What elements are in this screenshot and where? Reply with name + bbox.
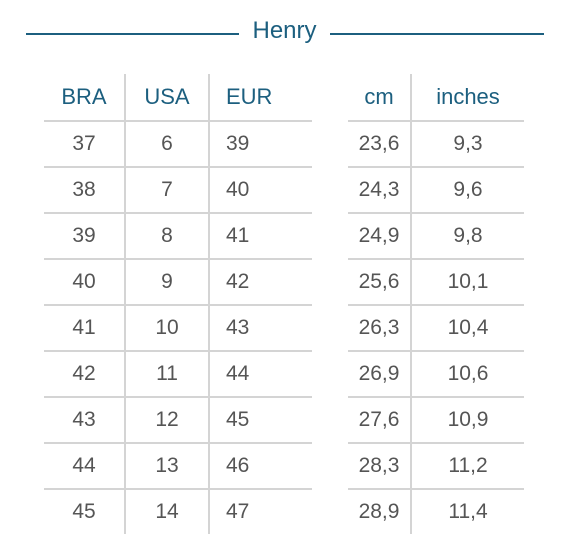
table-cell: 12: [124, 398, 208, 442]
table-row: 42 11 44: [44, 350, 312, 396]
table-cell: 27,6: [358, 408, 400, 431]
table-row: 44 13 46: [44, 442, 312, 488]
table-cell: 10,9: [410, 398, 524, 442]
table-cell: 9,3: [410, 122, 524, 166]
table-cell: 10,6: [410, 352, 524, 396]
table-cell: 39: [72, 224, 96, 247]
table-cell: 28,3: [358, 454, 400, 477]
table-cell: 45: [208, 398, 312, 442]
table-cell: 11,4: [410, 490, 524, 534]
table-row: 26,3 10,4: [348, 304, 524, 350]
table-row: 28,3 11,2: [348, 442, 524, 488]
table-row: 40 9 42: [44, 258, 312, 304]
table-cell: 46: [208, 444, 312, 488]
table-row: 41 10 43: [44, 304, 312, 350]
table-row: 25,6 10,1: [348, 258, 524, 304]
title-rule-right: [330, 33, 544, 35]
table-cell: 42: [72, 362, 96, 385]
table-row: 24,9 9,8: [348, 212, 524, 258]
table-cell: 24,9: [358, 224, 400, 247]
table-cell: 40: [208, 168, 312, 212]
page-title: Henry: [252, 17, 317, 44]
table-cell: 45: [72, 500, 96, 523]
table-cell: 41: [208, 214, 312, 258]
size-table-cm-inches: cm inches 23,6 9,3 24,3 9,6 24,9 9,8 25,6 10,1 2…: [348, 74, 524, 534]
table-cell: 28,9: [358, 500, 400, 523]
table-row: 37 6 39: [44, 120, 312, 166]
table-cell: 13: [124, 444, 208, 488]
table-cell: 38: [72, 178, 96, 201]
table-cell: 44: [72, 454, 96, 477]
table-row: 28,9 11,4: [348, 488, 524, 534]
table-cell: 43: [72, 408, 96, 431]
table-cell: 26,3: [358, 316, 400, 339]
table-row: 39 8 41: [44, 212, 312, 258]
table-cell: 23,6: [358, 132, 400, 155]
header-bra: BRA: [61, 84, 107, 109]
header-inches: inches: [410, 74, 524, 120]
table-cell: 40: [72, 270, 96, 293]
table-cell: 11,2: [410, 444, 524, 488]
table-cell: 37: [72, 132, 96, 155]
table-cell: 24,3: [358, 178, 400, 201]
table-cell: 6: [124, 122, 208, 166]
table-row: 26,9 10,6: [348, 350, 524, 396]
table-cell: 10,1: [410, 260, 524, 304]
table-cell: 7: [124, 168, 208, 212]
table-header: cm inches: [348, 74, 524, 120]
size-table-bra-usa-eur: BRA USA EUR 37 6 39 38 7 40 39 8 41 40 9 42 41 10 43 42…: [44, 74, 312, 534]
header-eur: EUR: [208, 74, 312, 120]
table-cell: 42: [208, 260, 312, 304]
table-cell: 10,4: [410, 306, 524, 350]
table-row: 23,6 9,3: [348, 120, 524, 166]
table-cell: 9,8: [410, 214, 524, 258]
table-cell: 14: [124, 490, 208, 534]
header-cm: cm: [364, 84, 394, 109]
table-row: 43 12 45: [44, 396, 312, 442]
table-cell: 9: [124, 260, 208, 304]
table-cell: 26,9: [358, 362, 400, 385]
table-header: BRA USA EUR: [44, 74, 312, 120]
table-cell: 9,6: [410, 168, 524, 212]
table-cell: 10: [124, 306, 208, 350]
table-row: 24,3 9,6: [348, 166, 524, 212]
table-cell: 47: [208, 490, 312, 534]
table-cell: 8: [124, 214, 208, 258]
table-row: 45 14 47: [44, 488, 312, 534]
table-cell: 11: [124, 352, 208, 396]
table-cell: 43: [208, 306, 312, 350]
table-cell: 41: [72, 316, 96, 339]
title-rule-left: [26, 33, 239, 35]
table-row: 27,6 10,9: [348, 396, 524, 442]
table-cell: 39: [208, 122, 312, 166]
table-cell: 25,6: [358, 270, 400, 293]
table-row: 38 7 40: [44, 166, 312, 212]
header-usa: USA: [124, 74, 208, 120]
table-cell: 44: [208, 352, 312, 396]
